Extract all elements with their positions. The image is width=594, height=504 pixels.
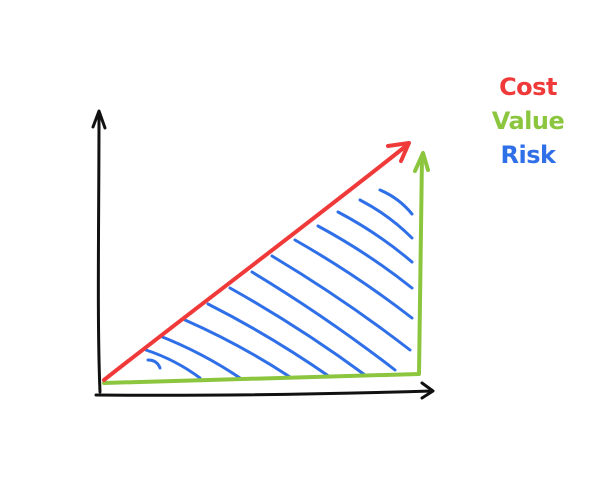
value-line xyxy=(102,151,430,385)
risk-hatch-stroke xyxy=(158,334,242,380)
risk-hatch-stroke xyxy=(144,348,202,380)
value-arrowhead xyxy=(413,151,430,173)
x-axis-arrowhead xyxy=(420,381,435,400)
risk-hatch-stroke xyxy=(228,286,367,377)
y-axis-arrowhead xyxy=(91,109,107,130)
risk-hatch-stroke xyxy=(378,188,414,216)
risk-hatch-stroke xyxy=(293,238,414,320)
risk-hatch-stroke xyxy=(206,302,332,379)
risk-hatch-stroke xyxy=(250,270,397,372)
risk-hatch-stroke xyxy=(183,318,292,379)
legend-item-risk: Risk xyxy=(500,141,556,169)
risk-hatch-area xyxy=(144,188,414,380)
risk-hatch-stroke xyxy=(358,198,414,240)
cost-arrowhead xyxy=(386,141,411,163)
legend-item-cost: Cost xyxy=(499,73,557,101)
legend-item-value: Value xyxy=(491,107,565,135)
cost-line xyxy=(102,141,411,382)
risk-hatch-stroke xyxy=(336,210,414,264)
risk-hatch-stroke xyxy=(146,358,162,370)
x-axis xyxy=(94,381,435,400)
risk-hatch-stroke xyxy=(270,254,412,352)
risk-hatch-stroke xyxy=(316,224,414,290)
y-axis xyxy=(91,109,107,394)
legend: Cost Value Risk xyxy=(478,70,578,172)
